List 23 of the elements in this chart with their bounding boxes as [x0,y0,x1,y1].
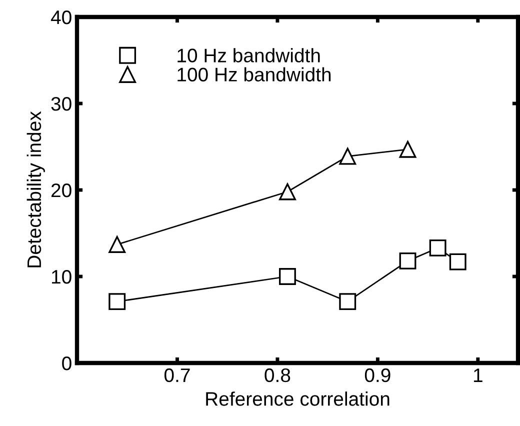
x-tick-label: 0.8 [264,368,290,382]
point [429,239,446,256]
point [339,148,356,165]
x-tick-label: 0.7 [164,368,190,382]
point [279,183,296,200]
point [449,253,466,270]
y-tick-label: 40 [50,10,72,24]
x-tick-label: 1 [474,368,482,382]
y-tick-label: 20 [51,183,72,198]
y-tick-label: 0 [62,356,72,370]
point [339,293,356,310]
point [279,268,296,285]
x-tick-label: 0.9 [364,368,390,382]
y-tick-label: 30 [51,96,72,111]
legend-label: 100 Hz bandwidth [178,67,331,82]
y-axis-title: Detectability index [26,111,45,268]
point [399,140,416,158]
point [399,252,416,270]
point [108,293,126,310]
y-tick-label: 10 [52,270,72,284]
point [108,236,126,253]
legend-label: 10 Hz bandwidth [178,48,320,62]
x-axis-title: Reference correlation [206,392,390,406]
